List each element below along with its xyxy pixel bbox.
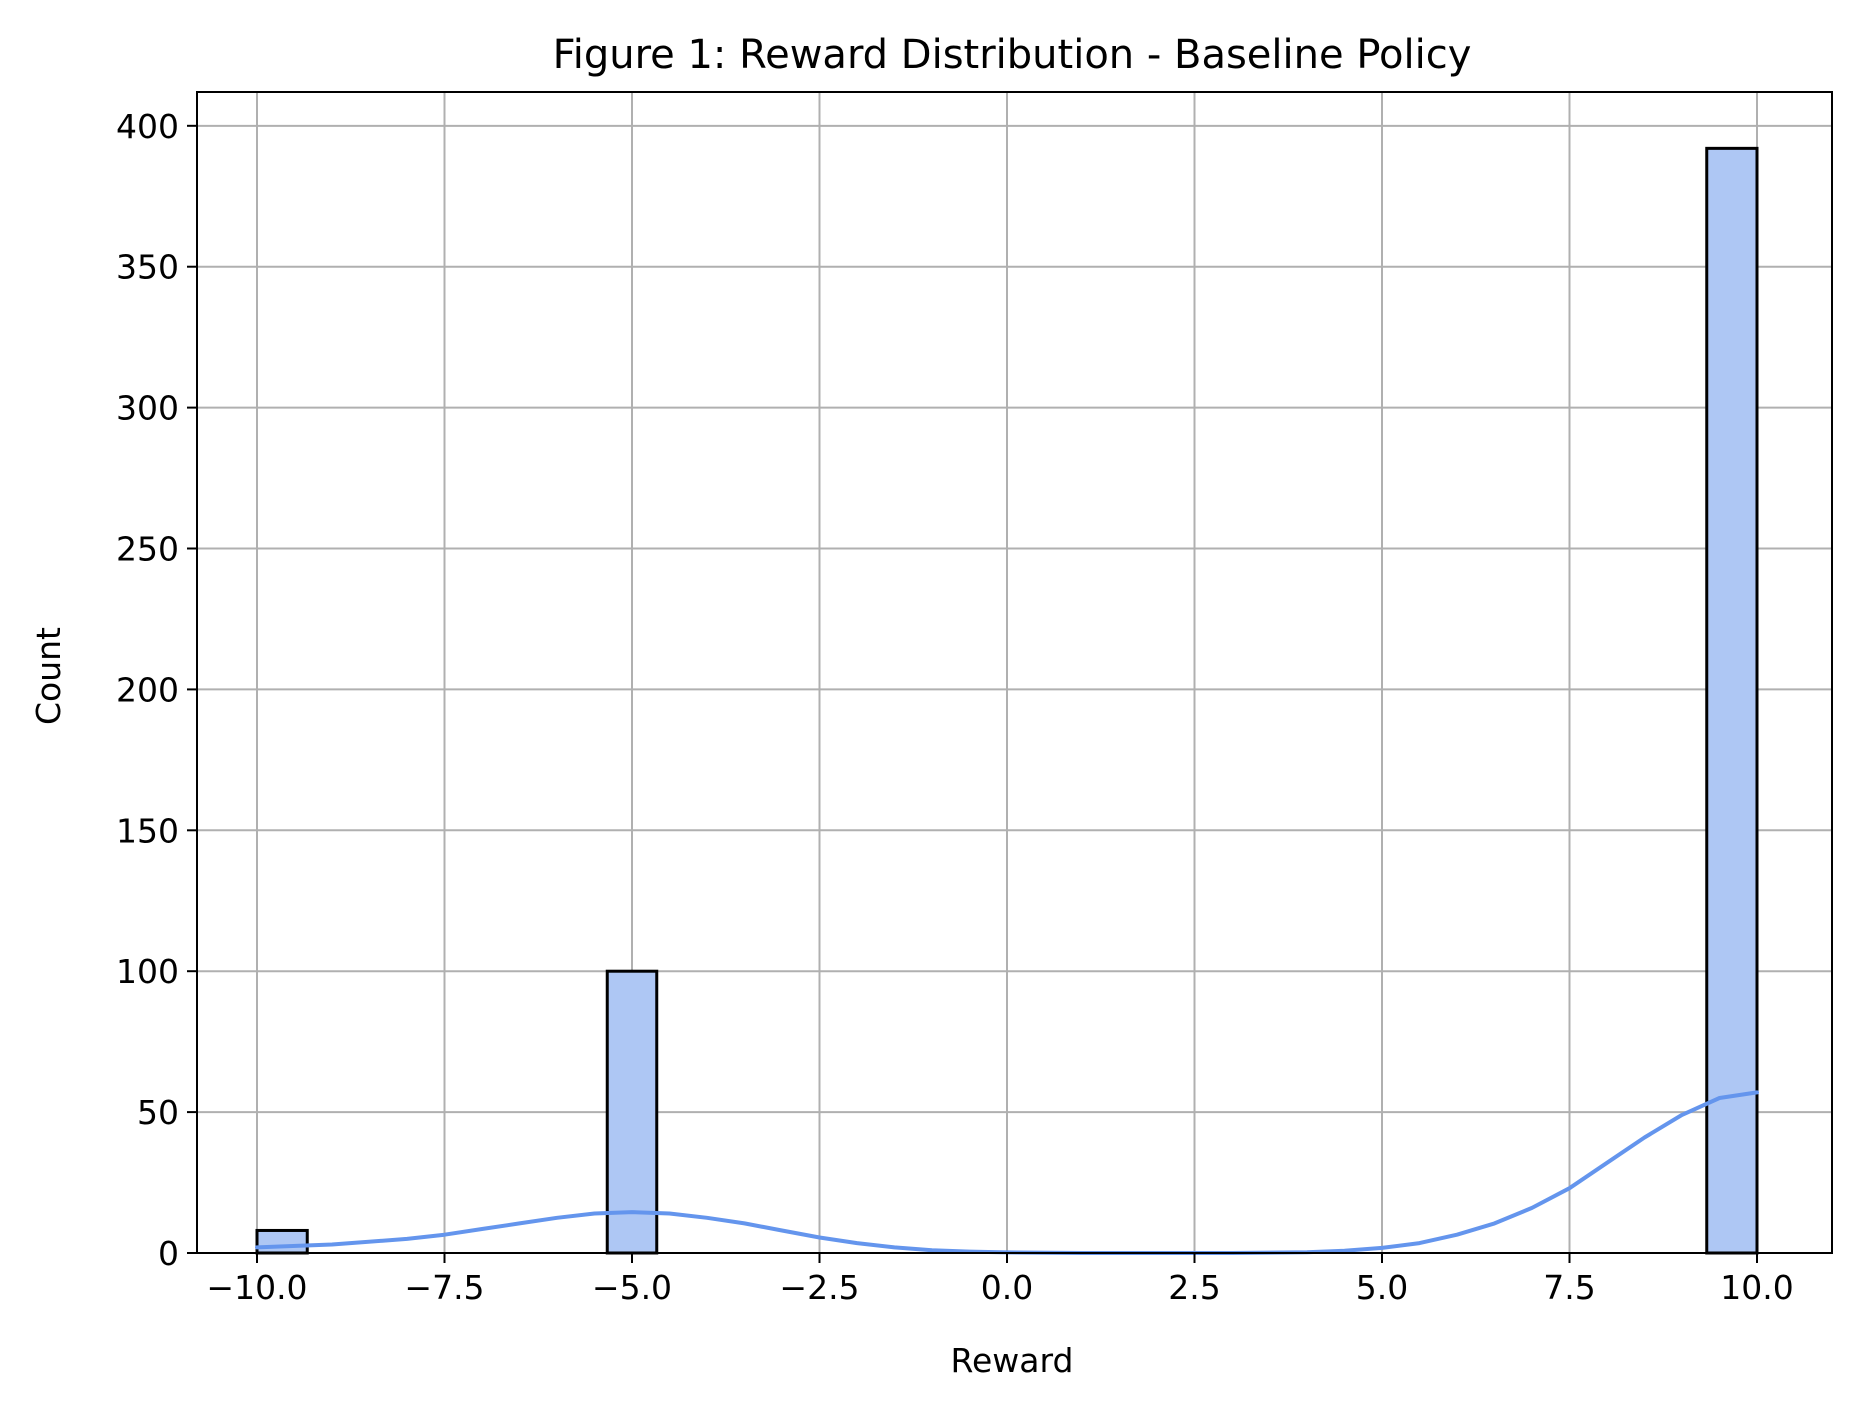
y-axis-label: Count <box>29 627 68 725</box>
chart-title: Figure 1: Reward Distribution - Baseline… <box>553 32 1472 78</box>
x-tick-label: −5.0 <box>592 1268 672 1307</box>
y-tick-label: 200 <box>116 670 179 709</box>
y-tick-label: 300 <box>116 389 179 428</box>
kde-density-curve <box>255 1090 1759 1255</box>
y-axis-ticks: 0 50 100 150 200 250 300 350 400 <box>116 107 197 1273</box>
histogram-bar <box>255 1228 309 1255</box>
y-tick-label: 50 <box>137 1093 179 1132</box>
x-tick-label: −7.5 <box>404 1268 484 1307</box>
histogram-bar <box>1705 146 1759 1255</box>
y-tick-label: 350 <box>116 248 179 287</box>
grid-lines <box>197 92 1832 1254</box>
x-axis-label: Reward <box>951 1341 1074 1380</box>
x-tick-label: −10.0 <box>206 1268 307 1307</box>
x-tick-label: 5.0 <box>1356 1268 1408 1307</box>
histogram-bars <box>255 146 1759 1255</box>
y-tick-label: 0 <box>158 1234 179 1273</box>
x-tick-label: 2.5 <box>1168 1268 1220 1307</box>
histogram-bar <box>605 969 659 1255</box>
y-tick-label: 150 <box>116 811 179 850</box>
x-tick-label: 10.0 <box>1720 1268 1793 1307</box>
x-tick-label: −2.5 <box>779 1268 859 1307</box>
x-tick-label: 7.5 <box>1543 1268 1595 1307</box>
y-tick-label: 400 <box>116 107 179 146</box>
y-tick-label: 250 <box>116 530 179 569</box>
y-tick-label: 100 <box>116 952 179 991</box>
x-axis-ticks: −10.0 −7.5 −5.0 −2.5 0.0 2.5 5.0 7.5 10.0 <box>206 1253 1794 1307</box>
plot-area-frame <box>196 91 1833 1254</box>
x-tick-label: 0.0 <box>981 1268 1033 1307</box>
